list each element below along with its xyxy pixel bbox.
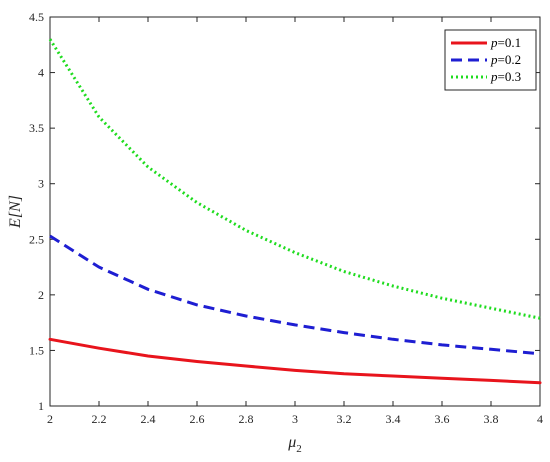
y-tick-label: 1 <box>38 399 44 413</box>
x-tick-label: 3.4 <box>386 412 401 426</box>
x-tick-label: 4 <box>537 412 543 426</box>
y-tick-label: 4 <box>38 66 44 80</box>
x-tick-label: 3.2 <box>337 412 352 426</box>
y-tick-label: 2.5 <box>29 232 44 246</box>
y-tick-label: 1.5 <box>29 343 44 357</box>
y-tick-label: 4.5 <box>29 10 44 24</box>
legend-label-3: p=0.3 <box>490 69 521 84</box>
y-tick-label: 3.5 <box>29 121 44 135</box>
x-tick-label: 3.8 <box>484 412 499 426</box>
x-axis-title-main: μ <box>287 434 296 451</box>
x-tick-label: 2 <box>47 412 53 426</box>
series-line-2 <box>49 234 541 356</box>
y-axis: 1 1.5 2 2.5 3 3.5 4 4.5 <box>29 10 540 413</box>
x-tick-label: 2.2 <box>92 412 107 426</box>
x-tick-label: 2.6 <box>190 412 205 426</box>
legend: p=0.1 p=0.2 p=0.3 <box>444 29 537 91</box>
series-line-1 <box>48 337 542 385</box>
y-tick-label: 2 <box>38 288 44 302</box>
legend-label-2: p=0.2 <box>490 52 521 67</box>
legend-label-1: p=0.1 <box>490 35 521 50</box>
x-tick-label: 3 <box>292 412 298 426</box>
x-axis-title-subscript: 2 <box>296 443 302 455</box>
x-tick-label: 3.6 <box>435 412 450 426</box>
series-group <box>48 38 542 385</box>
y-tick-label: 3 <box>38 177 44 191</box>
x-axis: 2 2.2 2.4 2.6 2.8 3 3.2 3.4 3.6 3.8 4 <box>47 17 543 426</box>
x-axis-title: μ2 <box>287 434 302 455</box>
y-axis-title: E[N] <box>7 195 24 229</box>
x-tick-label: 2.8 <box>239 412 254 426</box>
x-tick-label: 2.4 <box>141 412 156 426</box>
